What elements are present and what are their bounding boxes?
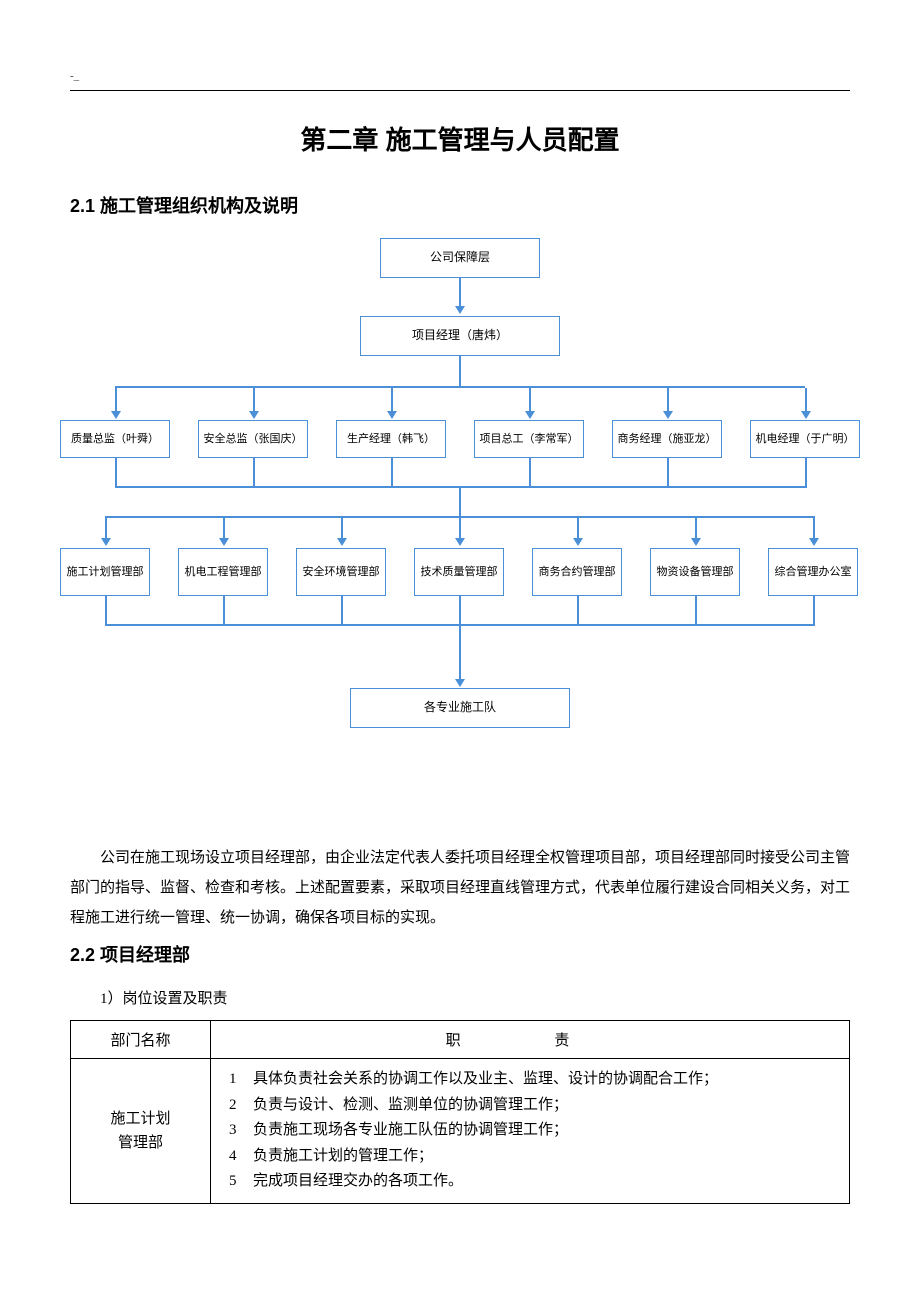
fc-node-company: 公司保障层 (380, 238, 540, 278)
duties-table: 部门名称 职 责 施工计划管理部 1具体负责社会关系的协调工作以及业主、监理、设… (70, 1020, 850, 1204)
header-rule (70, 90, 850, 91)
fc-node-l3-4: 商务经理（施亚龙） (612, 420, 722, 458)
paragraph-1: 公司在施工现场设立项目经理部，由企业法定代表人委托项目经理全权管理项目部，项目经… (70, 843, 850, 933)
duty-cell: 1具体负责社会关系的协调工作以及业主、监理、设计的协调配合工作； 2负责与设计、… (211, 1059, 850, 1204)
fc-node-l3-2: 生产经理（韩飞） (336, 420, 446, 458)
fc-node-l4-0: 施工计划管理部 (60, 548, 150, 596)
fc-node-l4-5: 物资设备管理部 (650, 548, 740, 596)
fc-node-pm: 项目经理（唐炜） (360, 316, 560, 356)
subsection-2-2-1: 1）岗位设置及职责 (100, 987, 850, 1008)
fc-node-l3-1: 安全总监（张国庆） (198, 420, 308, 458)
fc-node-l3-3: 项目总工（李常军） (474, 420, 584, 458)
fc-node-l3-5: 机电经理（于广明） (750, 420, 860, 458)
org-flowchart: 公司保障层 项目经理（唐炜） 质量总监（叶舜） 安全总监（张国庆） 生产经理（韩… (70, 238, 850, 818)
table-header-row: 部门名称 职 责 (71, 1021, 850, 1059)
fc-node-l4-1: 机电工程管理部 (178, 548, 268, 596)
chapter-title: 第二章 施工管理与人员配置 (70, 120, 850, 157)
fc-node-l4-4: 商务合约管理部 (532, 548, 622, 596)
th-dept: 部门名称 (71, 1021, 211, 1059)
header-mark: -_ (70, 70, 79, 82)
duty-item: 1具体负责社会关系的协调工作以及业主、监理、设计的协调配合工作； (229, 1067, 839, 1093)
section-2-2-title: 2.2 项目经理部 (70, 941, 850, 967)
fc-node-l3-0: 质量总监（叶舜） (60, 420, 170, 458)
duty-item: 4负责施工计划的管理工作； (229, 1144, 839, 1170)
section-2-1-title: 2.1 施工管理组织机构及说明 (70, 192, 850, 218)
fc-node-l4-2: 安全环境管理部 (296, 548, 386, 596)
duty-item: 2负责与设计、检测、监测单位的协调管理工作； (229, 1093, 839, 1119)
table-row: 施工计划管理部 1具体负责社会关系的协调工作以及业主、监理、设计的协调配合工作；… (71, 1059, 850, 1204)
fc-node-l4-6: 综合管理办公室 (768, 548, 858, 596)
dept-cell: 施工计划管理部 (71, 1059, 211, 1204)
duty-item: 3负责施工现场各专业施工队伍的协调管理工作； (229, 1118, 839, 1144)
th-duty: 职 责 (211, 1021, 850, 1059)
fc-node-l4-3: 技术质量管理部 (414, 548, 504, 596)
duty-item: 5完成项目经理交办的各项工作。 (229, 1169, 839, 1195)
duty-list: 1具体负责社会关系的协调工作以及业主、监理、设计的协调配合工作； 2负责与设计、… (221, 1067, 839, 1195)
fc-node-teams: 各专业施工队 (350, 688, 570, 728)
